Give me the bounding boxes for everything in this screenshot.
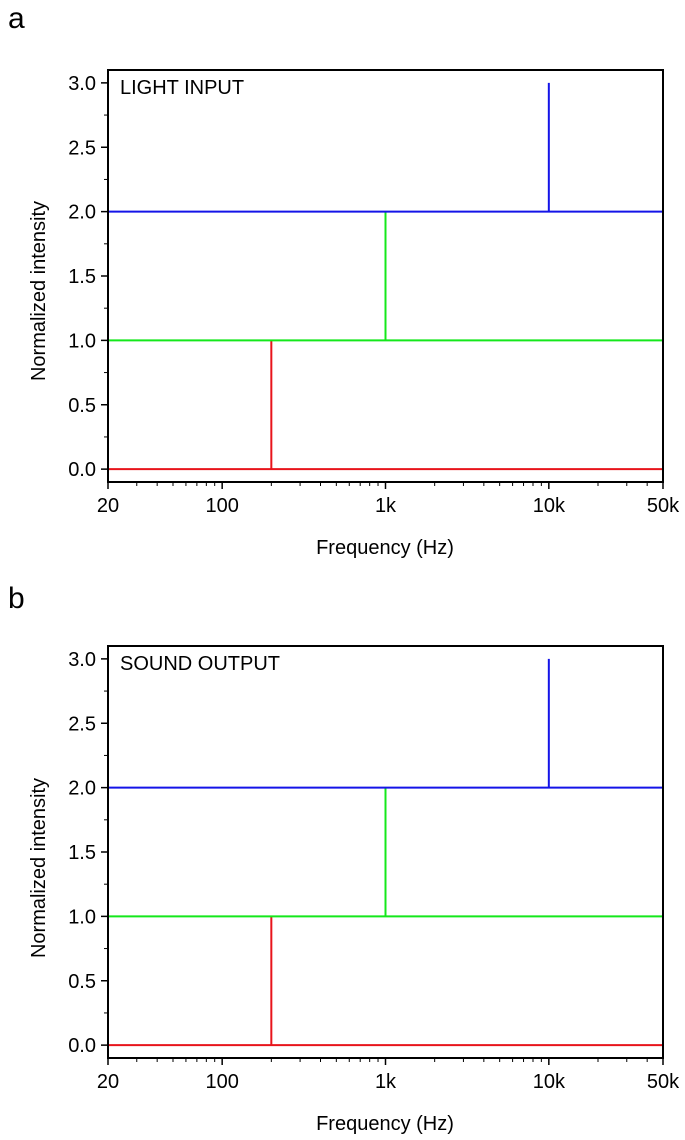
plot-frame — [107, 69, 664, 483]
y-tick-label: 0.5 — [68, 395, 96, 417]
y-tick-label: 1.5 — [68, 842, 96, 864]
xlabel: Frequency (Hz) — [316, 1113, 454, 1135]
y-tick-label: 0.0 — [68, 459, 96, 481]
tick-layer: 0.0 0.5 1.0 1.5 2.0 2.5 3.0 20 100 1k 10k 50k — [68, 649, 680, 1093]
y-tick-label: 1.5 — [68, 266, 96, 288]
panel-label: b — [8, 582, 25, 615]
series-layer — [108, 658, 663, 1047]
annotation: LIGHT INPUT — [120, 77, 244, 99]
annotation: SOUND OUTPUT — [120, 653, 280, 675]
y-tick-label: 3.0 — [68, 649, 96, 671]
y-tick-label: 2.0 — [68, 202, 96, 224]
y-tick-label: 3.0 — [68, 73, 96, 95]
series-line-2 — [108, 658, 663, 789]
x-tick-label: 50k — [647, 495, 680, 517]
x-tick-label: 1k — [375, 1071, 397, 1093]
series-line-2 — [108, 82, 663, 213]
series-line-1 — [108, 211, 663, 342]
y-tick-label: 2.0 — [68, 778, 96, 800]
x-tick-label: 10k — [533, 1071, 566, 1093]
plot-frame — [107, 645, 664, 1059]
panel-a: a Normalized intensity Frequency (Hz) 0.… — [8, 2, 680, 559]
series-layer — [108, 82, 663, 471]
y-tick-label: 0.5 — [68, 971, 96, 993]
panel-label: a — [8, 2, 25, 35]
y-tick-label: 1.0 — [68, 330, 96, 352]
x-tick-label: 20 — [97, 495, 119, 517]
xlabel: Frequency (Hz) — [316, 537, 454, 559]
x-tick-label: 100 — [205, 1071, 238, 1093]
x-tick-label: 10k — [533, 495, 566, 517]
ylabel: Normalized intensity — [28, 201, 50, 381]
y-tick-label: 0.0 — [68, 1035, 96, 1057]
x-tick-label: 1k — [375, 495, 397, 517]
x-tick-label: 50k — [647, 1071, 680, 1093]
series-line-0 — [108, 916, 663, 1047]
x-tick-label: 100 — [205, 495, 238, 517]
x-tick-label: 20 — [97, 1071, 119, 1093]
series-line-1 — [108, 787, 663, 918]
y-tick-label: 2.5 — [68, 137, 96, 159]
series-line-0 — [108, 340, 663, 471]
y-tick-label: 1.0 — [68, 906, 96, 928]
y-tick-label: 2.5 — [68, 713, 96, 735]
panel-b: b Normalized intensity Frequency (Hz) 0.… — [8, 582, 680, 1135]
tick-layer: 0.0 0.5 1.0 1.5 2.0 2.5 3.0 20 100 1k 10k 50k — [68, 73, 680, 517]
ylabel: Normalized intensity — [28, 778, 50, 958]
